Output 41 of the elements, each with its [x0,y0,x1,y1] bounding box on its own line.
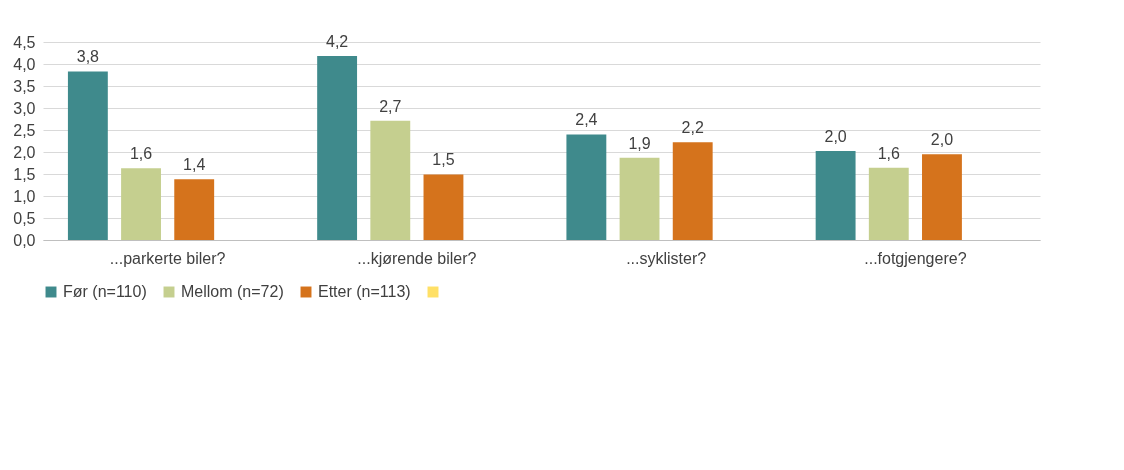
y-tick-label: 0,5 [13,209,36,227]
x-tick-label: ...syklister? [626,249,707,267]
bar [370,120,411,240]
x-tick-label: ...parkerte biler? [109,249,226,267]
y-tick-label: 3,5 [13,77,36,95]
legend-label: Mellom (n=72) [181,283,284,300]
data-label: 2,2 [681,119,704,137]
y-tick-label: 0,0 [13,231,36,249]
legend-label: Etter (n=113) [318,283,411,300]
data-label: 3,8 [76,48,100,66]
y-tick-label: 4,0 [13,55,36,73]
data-label: 2,0 [930,131,954,149]
legend-label: Før (n=110) [63,283,147,300]
y-tick-label: 2,5 [13,121,36,139]
x-tick-label: ...kjørende biler? [357,249,477,267]
bar [619,157,660,240]
data-label: 1,4 [183,156,206,174]
bar [423,174,464,240]
data-label: 4,2 [325,33,349,51]
y-tick-label: 3,0 [13,99,36,117]
bar [566,134,607,240]
bar [815,151,856,240]
data-label: 1,6 [877,144,901,162]
bar [868,167,909,240]
bar [67,71,108,240]
y-tick-label: 1,0 [13,187,36,205]
data-label: 2,4 [575,111,598,129]
data-label: 2,7 [379,97,402,115]
data-label: 1,5 [432,151,455,169]
data-label: 2,0 [824,128,847,146]
y-tick-label: 2,0 [13,143,36,161]
bar [121,168,161,240]
bar [672,142,713,240]
y-tick-label: 1,5 [13,165,36,183]
x-tick-label: ...fotgjengere? [864,249,967,267]
bar [174,179,215,240]
bar [317,56,358,240]
bar [922,154,962,240]
data-label: 1,9 [628,134,651,152]
data-label: 1,6 [129,145,153,163]
y-tick-label: 4,5 [13,33,36,51]
